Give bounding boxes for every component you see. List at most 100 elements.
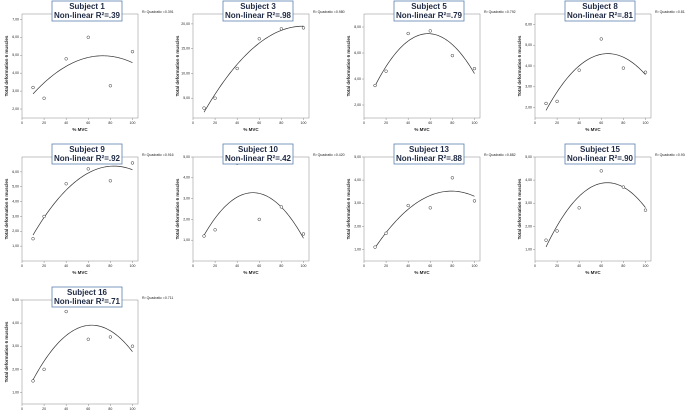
data-point bbox=[42, 96, 46, 100]
x-tick-label: 80 bbox=[450, 264, 454, 268]
data-point bbox=[202, 234, 206, 238]
fit-curve bbox=[32, 165, 133, 236]
plot-frame bbox=[192, 156, 310, 262]
y-tick-label: 5,00 bbox=[12, 298, 19, 302]
x-axis-label: % MVC bbox=[414, 127, 430, 132]
data-point bbox=[544, 238, 548, 242]
chart-subtitle: Non-linear R²=.79 bbox=[396, 11, 463, 20]
x-tick-label: 0 bbox=[363, 264, 365, 268]
plot-frame bbox=[21, 299, 139, 405]
data-point bbox=[406, 31, 410, 36]
data-point bbox=[544, 101, 548, 106]
x-tick-label: 40 bbox=[64, 264, 68, 268]
y-tick-label: 2,00 bbox=[12, 229, 19, 233]
data-point bbox=[373, 245, 377, 249]
x-tick-label: 0 bbox=[534, 264, 536, 268]
x-tick-label: 100 bbox=[643, 264, 649, 268]
y-tick-label: 2,00 bbox=[183, 217, 190, 221]
x-tick-label: 0 bbox=[21, 264, 23, 268]
title-box bbox=[51, 0, 123, 22]
chart-panel: 0 20 40 60 80 100 2,00 3,00 4,00 5,00 6,00 7,00 % MV… bbox=[4, 0, 174, 132]
fit-curve bbox=[32, 55, 133, 95]
x-tick-label: 0 bbox=[21, 407, 23, 411]
data-point bbox=[213, 96, 217, 100]
chart-title: Subject 10 bbox=[238, 145, 279, 154]
title-box bbox=[564, 143, 636, 165]
data-point bbox=[301, 26, 306, 30]
y-tick-label: 4,00 bbox=[12, 71, 19, 75]
x-tick-label: 80 bbox=[279, 121, 283, 125]
y-tick-label: 3,00 bbox=[12, 344, 19, 348]
x-tick-label: 20 bbox=[42, 264, 46, 268]
data-point bbox=[555, 99, 559, 104]
chart-title: Subject 16 bbox=[67, 288, 108, 297]
chart-panel: 0 20 40 60 80 100 2,00 4,00 6,00 8,00 % MVC Total d… bbox=[346, 0, 516, 132]
x-tick-label: 0 bbox=[363, 121, 365, 125]
y-tick-label: 3,00 bbox=[183, 197, 190, 201]
x-tick-label: 80 bbox=[108, 264, 112, 268]
x-axis-label: % MVC bbox=[585, 270, 601, 275]
data-point bbox=[621, 185, 626, 189]
x-tick-label: 40 bbox=[577, 264, 581, 268]
y-axis-label: Total deformation 6 muscles bbox=[346, 35, 351, 96]
x-tick-label: 80 bbox=[621, 121, 625, 125]
x-tick-label: 40 bbox=[235, 264, 239, 268]
chart-subtitle: Non-linear R²=.98 bbox=[225, 11, 292, 20]
data-point bbox=[621, 66, 626, 70]
y-axis-label: Total deformation 6 muscles bbox=[4, 178, 9, 239]
y-axis-label: Total deformation 6 muscles bbox=[4, 321, 9, 382]
data-point bbox=[86, 167, 90, 171]
y-axis-label: Total deformation 6 muscles bbox=[4, 35, 9, 96]
data-point bbox=[130, 50, 135, 54]
data-point bbox=[130, 161, 135, 165]
y-tick-label: 10,00 bbox=[181, 71, 190, 75]
data-point bbox=[373, 83, 377, 88]
y-tick-label: 4,00 bbox=[12, 199, 19, 203]
data-point bbox=[472, 66, 477, 71]
legend-entry: R² Quadratic =0.813 bbox=[655, 10, 685, 14]
chart-subtitle: Non-linear R²=.39 bbox=[54, 11, 121, 20]
y-tick-label: 2,00 bbox=[525, 106, 532, 110]
chart-subtitle: Non-linear R²=.92 bbox=[54, 154, 121, 163]
data-point bbox=[64, 57, 68, 61]
y-tick-label: 4,00 bbox=[525, 64, 532, 68]
fit-curve bbox=[545, 182, 646, 248]
y-tick-label: 20,00 bbox=[181, 22, 190, 26]
chart-title: Subject 3 bbox=[240, 2, 276, 11]
y-tick-label: 8,00 bbox=[354, 25, 361, 29]
y-tick-label: 4,00 bbox=[354, 178, 361, 182]
data-point bbox=[64, 309, 68, 314]
data-point bbox=[406, 203, 410, 208]
data-point bbox=[577, 68, 581, 72]
x-tick-label: 20 bbox=[555, 121, 559, 125]
y-tick-label: 6,00 bbox=[12, 35, 19, 39]
chart-subtitle: Non-linear R²=.42 bbox=[225, 154, 292, 163]
chart-panel: 0 20 40 60 80 100 1,00 2,00 3,00 4,00 5,00 6,00 % MV… bbox=[4, 143, 174, 275]
legend-entry: R² Quadratic =0.882 bbox=[484, 153, 516, 157]
data-point bbox=[472, 199, 477, 203]
y-tick-label: 2,00 bbox=[12, 367, 19, 371]
plot-frame bbox=[21, 156, 139, 262]
x-tick-label: 20 bbox=[213, 264, 217, 268]
x-tick-label: 40 bbox=[577, 121, 581, 125]
x-tick-label: 0 bbox=[21, 121, 23, 125]
y-tick-label: 3,00 bbox=[525, 201, 532, 205]
x-tick-label: 40 bbox=[235, 121, 239, 125]
y-tick-label: 6,00 bbox=[354, 51, 361, 55]
y-tick-label: 5,00 bbox=[354, 155, 361, 159]
data-point bbox=[450, 53, 455, 58]
y-axis-label: Total deformation 6 muscles bbox=[517, 178, 522, 239]
x-tick-label: 100 bbox=[301, 264, 307, 268]
y-tick-label: 6,00 bbox=[525, 22, 532, 26]
data-point bbox=[450, 176, 455, 180]
chart-title: Subject 15 bbox=[580, 145, 621, 154]
y-tick-label: 2,00 bbox=[354, 224, 361, 228]
data-point bbox=[130, 344, 135, 348]
fit-curve bbox=[374, 33, 475, 87]
data-point bbox=[257, 37, 261, 41]
title-box bbox=[222, 0, 294, 22]
chart-panel: 0 20 40 60 80 100 2,00 3,00 4,00 5,00 6,00 % MVC Tot… bbox=[517, 0, 685, 132]
legend-entry: R² Quadratic =0.391 bbox=[142, 10, 174, 14]
